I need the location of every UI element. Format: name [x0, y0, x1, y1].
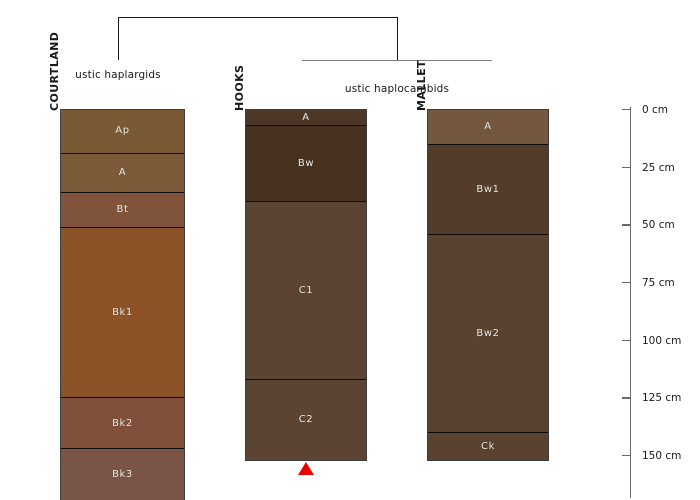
depth-label-50: 50 cm: [642, 219, 675, 232]
depth-tick-100: [622, 339, 630, 342]
profile-column-courtland: Ap A Bt Bk1 Bk2 Bk3: [60, 109, 185, 500]
horizon-courtland-bt: Bt: [60, 192, 185, 227]
depth-tick-50: [622, 224, 630, 226]
dendrogram-label-1: ustic haplargids: [75, 69, 161, 81]
depth-tick-125: [622, 397, 630, 399]
depth-label-100: 100 cm: [642, 334, 682, 347]
horizon-mallet-bw1: Bw1: [427, 143, 549, 234]
dendrogram-left-stem: [118, 17, 120, 60]
depth-tick-25: [622, 166, 630, 169]
depth-label-25: 25 cm: [642, 161, 675, 174]
dendrogram-right-stem: [397, 17, 399, 60]
profile-marker-hooks: [298, 462, 314, 475]
horizon-courtland-a: A: [60, 152, 185, 193]
depth-label-125: 125 cm: [642, 392, 682, 405]
horizon-mallet-bw2: Bw2: [427, 233, 549, 432]
horizon-hooks-c2: C2: [245, 378, 367, 460]
depth-label-75: 75 cm: [642, 277, 675, 290]
profile-column-mallet: A Bw1 Bw2 Ck: [427, 109, 549, 461]
dendrogram-label-2: ustic haplocambids: [344, 83, 450, 95]
profile-column-hooks: A Bw C1 C2: [245, 109, 367, 461]
depth-tick-75: [622, 282, 630, 284]
dendrogram-lower-crossbar: [302, 60, 492, 62]
depth-tick-0: [622, 109, 630, 111]
depth-tick-150: [622, 455, 630, 457]
horizon-courtland-bk1: Bk1: [60, 226, 185, 398]
horizon-courtland-ap: Ap: [60, 109, 185, 153]
depth-axis-line: [630, 107, 632, 499]
dendrogram-top-crossbar: [118, 17, 397, 19]
taxonomy-dendrogram: ustic haplargids ustic haplocambids: [0, 0, 700, 95]
depth-label-0: 0 cm: [642, 104, 669, 116]
depth-label-150: 150 cm: [642, 450, 682, 463]
horizon-hooks-bw: Bw: [245, 125, 367, 202]
horizon-courtland-bk2: Bk2: [60, 397, 185, 449]
